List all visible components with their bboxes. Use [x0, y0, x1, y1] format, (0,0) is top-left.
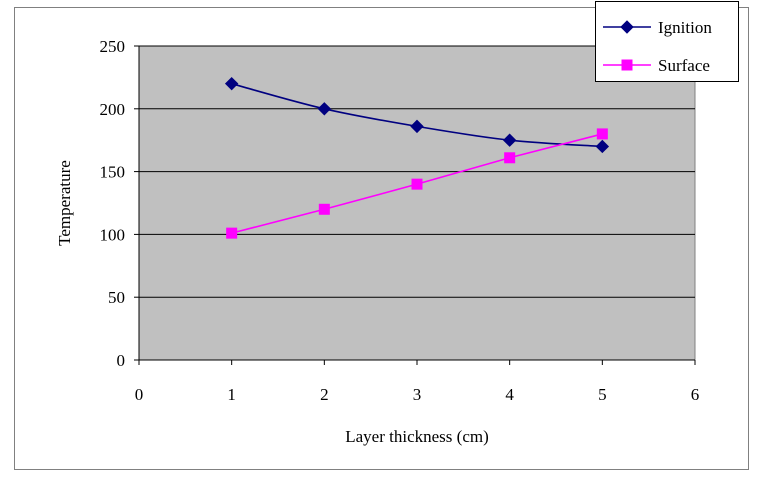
x-tick-label: 3: [413, 385, 422, 404]
series-ignition: [224, 76, 610, 154]
legend-label-surface: Surface: [658, 56, 710, 75]
x-tick-label: 6: [691, 385, 700, 404]
y-tick-label: 200: [100, 100, 126, 119]
legend-marker-surface: [621, 59, 633, 71]
data-point-ignition: [502, 133, 517, 147]
series-surface: [226, 128, 608, 239]
data-point-ignition: [317, 102, 332, 116]
data-point-surface: [411, 178, 423, 190]
y-tick-label: 100: [100, 225, 126, 244]
x-tick-label: 2: [320, 385, 329, 404]
data-point-surface: [596, 128, 608, 140]
legend-label-ignition: Ignition: [658, 18, 712, 37]
y-tick-label: 150: [100, 163, 126, 182]
data-point-ignition: [224, 76, 239, 91]
y-tick-label: 50: [108, 288, 125, 307]
legend: Ignition Surface: [595, 1, 739, 82]
x-axis-label: Layer thickness (cm): [345, 427, 489, 446]
data-point-surface: [318, 203, 330, 215]
plot-area: [138, 45, 696, 361]
data-point-ignition: [410, 119, 424, 134]
data-point-ignition: [595, 139, 610, 154]
series-layer: [224, 76, 610, 239]
data-point-surface: [504, 152, 516, 164]
axes: 0 50 100 150 200 250 0 1 2 3 4 5 6: [100, 37, 700, 404]
legend-box: [595, 1, 739, 82]
legend-marker-ignition: [620, 20, 634, 34]
y-axis-label: Temperature: [55, 160, 74, 246]
y-tick-label: 0: [117, 351, 126, 370]
data-point-surface: [226, 227, 238, 239]
x-tick-label: 5: [598, 385, 607, 404]
y-tick-label: 250: [100, 37, 126, 56]
x-tick-label: 1: [227, 385, 236, 404]
x-tick-label: 4: [505, 385, 514, 404]
x-tick-label: 0: [135, 385, 144, 404]
